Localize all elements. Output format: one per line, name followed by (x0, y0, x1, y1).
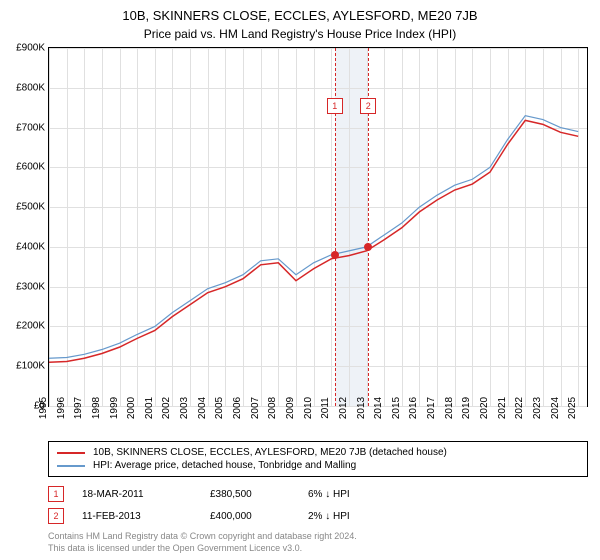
ytick-label: £900K (16, 43, 45, 54)
sale-row: 2 11-FEB-2013 £400,000 2% ↓ HPI (48, 505, 588, 527)
ytick-label: £800K (16, 82, 45, 93)
legend-item: 10B, SKINNERS CLOSE, ECCLES, AYLESFORD, … (57, 446, 579, 459)
sale-dot (331, 251, 339, 259)
legend-swatch (57, 452, 85, 454)
sale-id-badge: 2 (48, 508, 64, 524)
sales-table: 1 18-MAR-2011 £380,500 6% ↓ HPI 2 11-FEB-2013… (48, 483, 588, 527)
chart-area: £0£100K£200K£300K£400K£500K£600K£700K£80… (48, 47, 588, 407)
legend-label: 10B, SKINNERS CLOSE, ECCLES, AYLESFORD, … (93, 447, 447, 458)
chart-title: 10B, SKINNERS CLOSE, ECCLES, AYLESFORD, … (0, 0, 600, 23)
series-line-hpi (49, 116, 578, 359)
xtick-label: 1995 (38, 397, 49, 419)
ytick-label: £600K (16, 162, 45, 173)
ytick-label: £700K (16, 122, 45, 133)
sale-diff: 2% ↓ HPI (308, 511, 408, 522)
series-svg (49, 48, 587, 406)
footer-line-2: This data is licensed under the Open Gov… (48, 543, 588, 555)
ytick-label: £400K (16, 241, 45, 252)
ytick-label: £500K (16, 202, 45, 213)
plot-region: £0£100K£200K£300K£400K£500K£600K£700K£80… (48, 47, 588, 407)
sale-diff: 6% ↓ HPI (308, 489, 408, 500)
legend-label: HPI: Average price, detached house, Tonb… (93, 460, 356, 471)
sale-date: 11-FEB-2013 (82, 511, 192, 522)
sale-date: 18-MAR-2011 (82, 489, 192, 500)
sale-price: £400,000 (210, 511, 290, 522)
legend: 10B, SKINNERS CLOSE, ECCLES, AYLESFORD, … (48, 441, 588, 477)
chart-subtitle: Price paid vs. HM Land Registry's House … (0, 23, 600, 47)
chart-container: 10B, SKINNERS CLOSE, ECCLES, AYLESFORD, … (0, 0, 600, 560)
series-line-property (49, 120, 578, 362)
ytick-label: £200K (16, 321, 45, 332)
ytick-label: £300K (16, 281, 45, 292)
footer-line-1: Contains HM Land Registry data © Crown c… (48, 531, 588, 543)
sale-row: 1 18-MAR-2011 £380,500 6% ↓ HPI (48, 483, 588, 505)
footer-attribution: Contains HM Land Registry data © Crown c… (48, 531, 588, 554)
legend-swatch (57, 465, 85, 467)
sale-dot (364, 243, 372, 251)
ytick-label: £100K (16, 361, 45, 372)
sale-price: £380,500 (210, 489, 290, 500)
legend-item: HPI: Average price, detached house, Tonb… (57, 459, 579, 472)
sale-id-badge: 1 (48, 486, 64, 502)
